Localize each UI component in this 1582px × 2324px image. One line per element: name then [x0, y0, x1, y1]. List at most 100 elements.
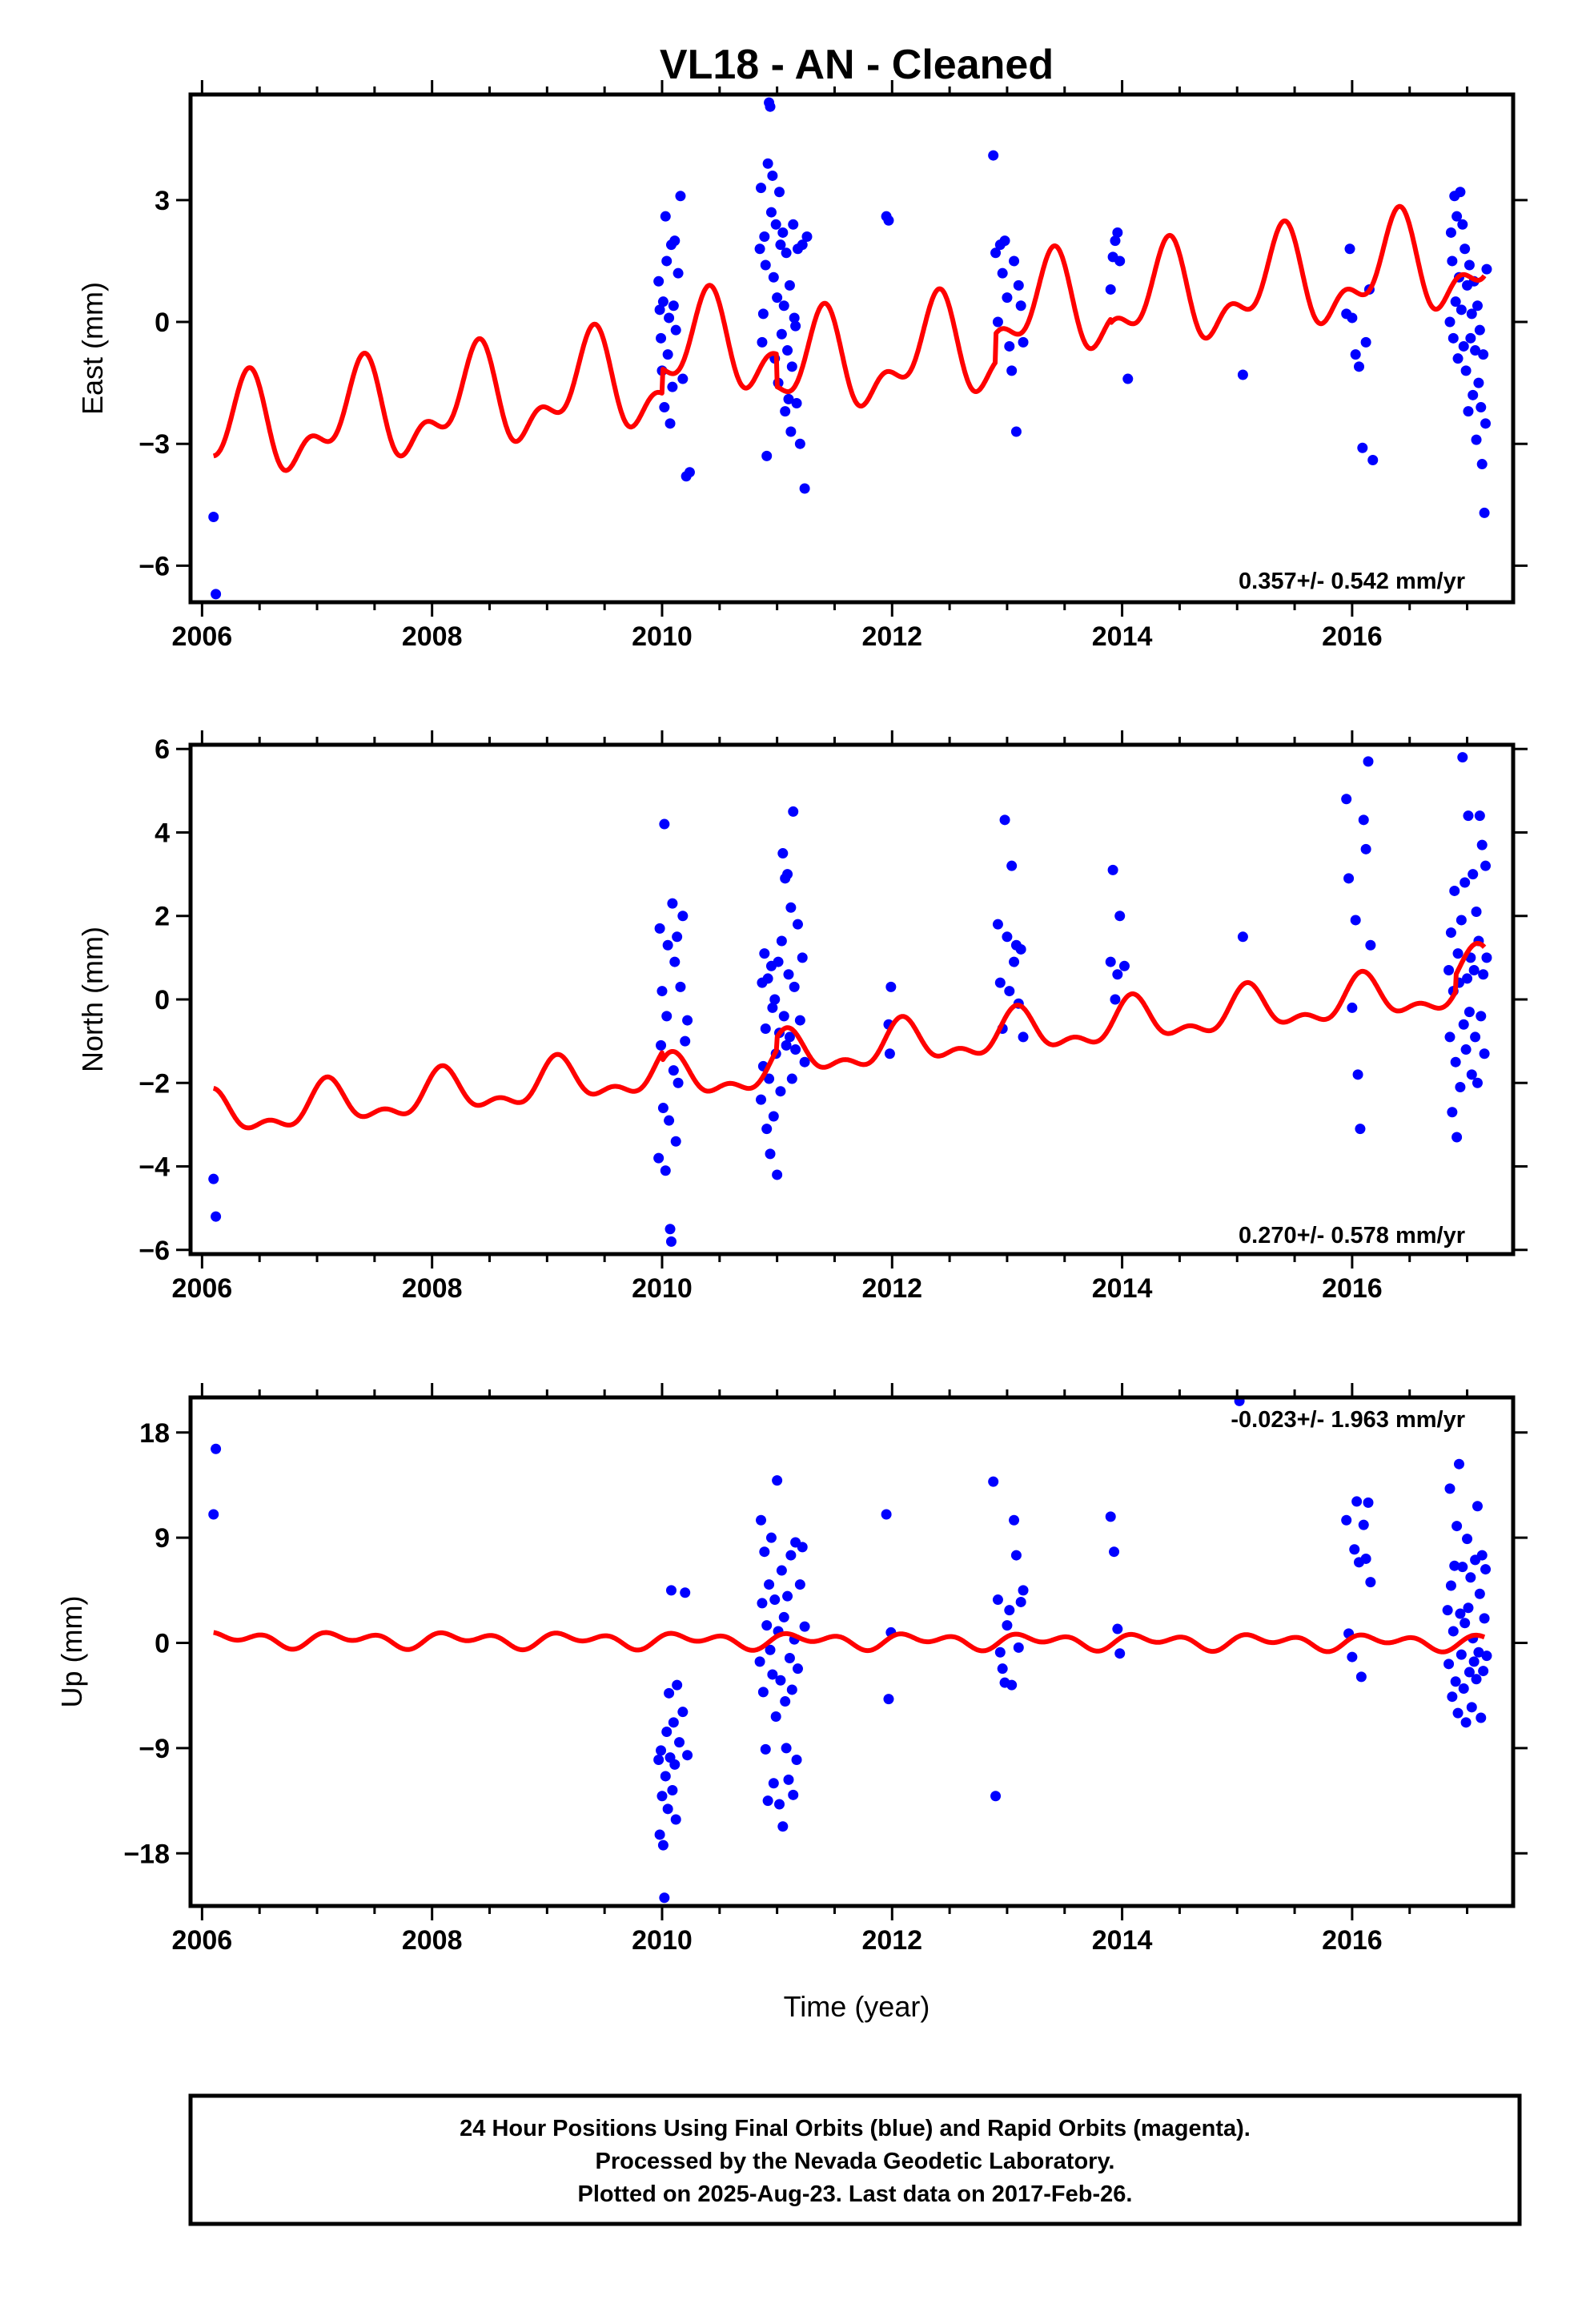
x-tick-label: 2016 — [1322, 1273, 1383, 1304]
data-point — [794, 1579, 805, 1590]
data-point — [1347, 312, 1358, 324]
data-point — [1452, 948, 1464, 959]
y-tick-label: 18 — [139, 1418, 170, 1449]
data-point — [757, 336, 768, 348]
data-point — [1114, 1648, 1126, 1659]
y-tick-label: 6 — [155, 734, 170, 765]
data-point — [883, 1694, 894, 1705]
data-point — [1015, 943, 1026, 955]
data-point — [990, 1791, 1002, 1802]
data-point — [1463, 406, 1474, 417]
data-point — [794, 1015, 805, 1026]
data-point — [682, 1015, 693, 1026]
data-point — [1234, 1397, 1245, 1406]
velocity-annotation: 0.357+/- 0.542 mm/yr — [1239, 569, 1465, 594]
data-point — [1471, 434, 1482, 445]
data-point — [756, 1094, 767, 1105]
y-axis-label: East (mm) — [76, 282, 109, 415]
x-tick-label: 2012 — [861, 621, 922, 652]
data-point — [772, 1475, 783, 1486]
data-point — [1350, 915, 1361, 926]
data-point — [1443, 1659, 1455, 1670]
data-point — [662, 939, 673, 951]
data-point — [659, 402, 670, 413]
data-point — [1479, 507, 1490, 518]
data-point — [665, 1236, 677, 1247]
data-point — [1360, 1553, 1371, 1564]
data-point — [660, 1165, 671, 1176]
data-point — [786, 1073, 797, 1084]
data-point — [757, 1687, 769, 1698]
data-point — [1471, 1674, 1482, 1685]
data-point — [668, 300, 679, 312]
data-point — [773, 187, 785, 198]
data-point — [997, 1663, 1008, 1675]
data-point — [1452, 1132, 1463, 1143]
data-point — [1474, 1588, 1485, 1599]
data-point — [1478, 349, 1489, 360]
data-point — [992, 919, 1003, 930]
data-point — [675, 191, 686, 202]
data-point — [765, 1532, 777, 1543]
data-point — [765, 1644, 776, 1655]
data-point — [1460, 243, 1471, 255]
north-panel: 2006 2008 2010 2012 2014 2016 −6 −4 −2 0 2 4 6 North … — [76, 730, 1528, 1304]
data-point — [665, 1585, 677, 1596]
data-point — [1452, 211, 1463, 222]
data-point — [1018, 1585, 1029, 1596]
data-point — [1355, 1671, 1367, 1683]
data-point — [797, 239, 808, 251]
data-point — [994, 1647, 1006, 1658]
data-point — [1237, 931, 1248, 943]
data-point — [999, 235, 1010, 247]
data-point — [754, 243, 765, 255]
data-point — [780, 406, 791, 417]
data-point — [1468, 869, 1479, 880]
data-point — [667, 898, 678, 909]
data-point — [1112, 969, 1123, 980]
data-point — [1460, 365, 1472, 376]
data-point — [1476, 1011, 1487, 1022]
data-point — [1476, 459, 1488, 470]
data-point — [1365, 939, 1376, 951]
data-point — [1470, 345, 1481, 356]
data-point — [1480, 418, 1492, 429]
data-point — [788, 219, 799, 230]
data-point — [653, 1755, 665, 1766]
data-point — [1013, 1642, 1024, 1653]
data-point — [1114, 255, 1126, 267]
y-axis-label: Up (mm) — [55, 1596, 88, 1708]
data-point — [791, 1755, 802, 1766]
data-point — [1010, 1550, 1022, 1561]
data-point — [799, 1056, 810, 1068]
data-point — [772, 292, 783, 304]
data-point — [1447, 332, 1459, 344]
data-point — [1002, 1620, 1013, 1631]
y-tick-label: −2 — [139, 1068, 170, 1099]
data-point — [801, 231, 813, 243]
data-point — [656, 1745, 667, 1756]
data-point — [1470, 1031, 1481, 1043]
data-point — [1360, 336, 1371, 348]
data-point — [669, 1759, 681, 1770]
data-point — [665, 418, 676, 429]
data-point — [1445, 1580, 1456, 1591]
y-axis-label: North (mm) — [76, 927, 109, 1072]
footer-box: 24 Hour Positions Using Final Orbits (bl… — [188, 2093, 1522, 2226]
y-tick-label: −6 — [139, 551, 170, 581]
data-point — [670, 324, 681, 336]
figure-title: VL18 - AN - Cleaned — [660, 42, 1054, 88]
data-point — [777, 848, 789, 859]
data-point — [654, 304, 665, 316]
data-point — [780, 1696, 791, 1707]
data-point — [653, 275, 665, 287]
data-point — [1452, 353, 1464, 364]
data-point — [760, 259, 771, 271]
y-tick-label: 4 — [155, 818, 170, 848]
data-point — [885, 981, 897, 992]
data-point — [785, 902, 797, 913]
data-point — [781, 247, 792, 259]
x-tick-label: 2008 — [402, 621, 463, 652]
data-point — [797, 952, 808, 963]
data-point — [792, 1663, 803, 1675]
